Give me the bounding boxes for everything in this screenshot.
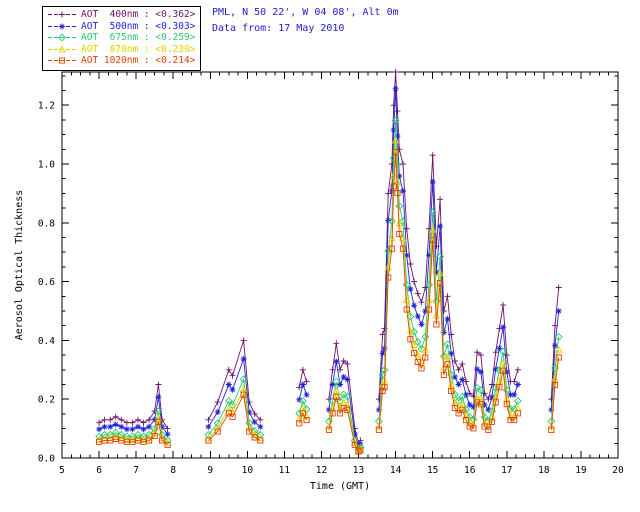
x-tick-label: 14 bbox=[390, 465, 402, 476]
x-tick-label: 17 bbox=[501, 465, 512, 476]
series-markers-aot-870nm bbox=[95, 136, 563, 454]
series-line-aot-400nm bbox=[98, 71, 560, 445]
legend: AOT 400nm : <0.362> AOT 500nm : <0.303> AO… bbox=[42, 6, 202, 71]
series-markers-aot-500nm bbox=[96, 85, 562, 450]
x-axis-label: Time (GMT) bbox=[310, 481, 370, 492]
legend-item: AOT 400nm : <0.362> bbox=[47, 9, 195, 21]
x-tick-label: 15 bbox=[427, 465, 438, 476]
legend-item: AOT 500nm : <0.303> bbox=[47, 21, 195, 33]
x-tick-label: 8 bbox=[170, 465, 176, 476]
series-markers-aot-400nm bbox=[96, 69, 562, 447]
y-tick-label: 0.4 bbox=[38, 336, 55, 347]
x-tick-label: 10 bbox=[242, 465, 254, 476]
legend-item: AOT 1020nm : <0.214> bbox=[47, 55, 195, 67]
x-tick-label: 5 bbox=[59, 465, 65, 476]
legend-swatch bbox=[48, 33, 76, 42]
x-tick-label: 16 bbox=[464, 465, 476, 476]
legend-label: AOT 500nm : <0.303> bbox=[81, 20, 196, 32]
y-tick-label: 0.0 bbox=[38, 454, 55, 465]
plot-header: PML, N 50 22', W 04 08', Alt 0m Data fro… bbox=[212, 5, 399, 37]
x-tick-label: 13 bbox=[353, 465, 364, 476]
y-tick-label: 1.2 bbox=[38, 101, 55, 112]
series-markers-aot-675nm bbox=[95, 116, 563, 454]
data-date: Data from: 17 May 2010 bbox=[212, 23, 345, 34]
y-tick-label: 0.2 bbox=[38, 395, 55, 406]
x-tick-label: 9 bbox=[207, 465, 213, 476]
x-tick-label: 7 bbox=[133, 465, 139, 476]
legend-swatch bbox=[48, 45, 76, 53]
x-tick-label: 20 bbox=[612, 465, 624, 476]
x-tick-label: 11 bbox=[279, 465, 291, 476]
legend-swatch bbox=[48, 23, 76, 30]
legend-label: AOT 675nm : <0.259> bbox=[81, 32, 196, 44]
y-axis-label: Aerosol Optical Thickness bbox=[14, 190, 25, 341]
x-tick-label: 18 bbox=[538, 465, 550, 476]
data-series bbox=[95, 69, 563, 455]
legend-swatch bbox=[48, 57, 76, 64]
axis-tick-labels: 5 6 7 8 9 10 11 12 13 14 15 16 17 18 19 20 0.0 0.2 0.4 0.6 0… bbox=[38, 101, 624, 476]
y-tick-label: 0.8 bbox=[38, 218, 55, 229]
legend-item: AOT 675nm : <0.259> bbox=[47, 32, 195, 44]
y-tick-label: 0.6 bbox=[38, 277, 55, 288]
station-info: PML, N 50 22', W 04 08', Alt 0m bbox=[212, 7, 399, 18]
x-tick-label: 19 bbox=[575, 465, 587, 476]
series-line-aot-1020nm bbox=[98, 152, 560, 453]
y-tick-label: 1.0 bbox=[38, 160, 55, 171]
legend-item: AOT 870nm : <0.230> bbox=[47, 44, 195, 56]
legend-label: AOT 400nm : <0.362> bbox=[81, 9, 196, 21]
legend-label: AOT 870nm : <0.230> bbox=[81, 43, 196, 55]
legend-label: AOT 1020nm : <0.214> bbox=[81, 55, 196, 67]
x-tick-label: 6 bbox=[96, 465, 102, 476]
legend-swatch bbox=[48, 11, 76, 18]
series-markers-aot-1020nm bbox=[96, 149, 562, 455]
x-tick-label: 12 bbox=[316, 465, 327, 476]
